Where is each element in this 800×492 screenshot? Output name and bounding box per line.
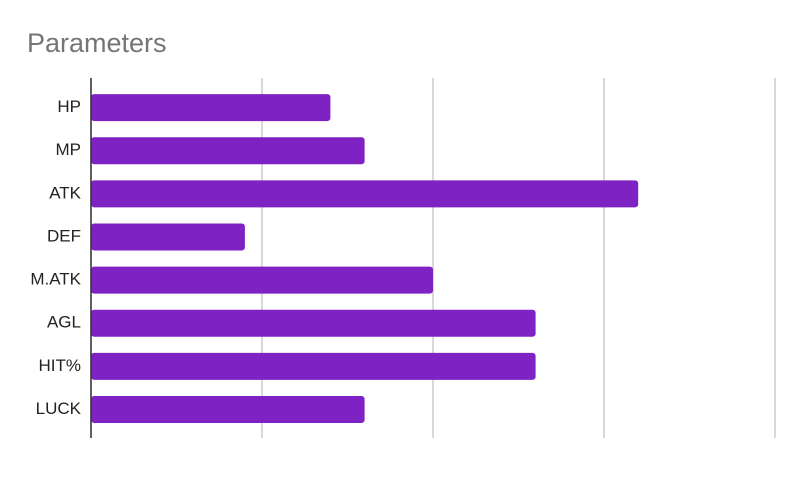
bar	[91, 309, 536, 337]
bar	[91, 395, 365, 423]
y-tick-label: HP	[57, 97, 81, 116]
y-tick-label: AGL	[47, 313, 81, 332]
bar	[91, 266, 433, 294]
bar	[91, 352, 536, 380]
bar	[91, 223, 245, 251]
y-tick-label: MP	[56, 140, 82, 159]
bar	[91, 180, 639, 208]
bar	[91, 137, 365, 165]
chart-title: Parameters	[27, 28, 167, 58]
y-tick-label: M.ATK	[30, 270, 81, 289]
y-tick-label: DEF	[47, 226, 81, 245]
y-tick-label: ATK	[49, 183, 81, 202]
bar	[91, 94, 331, 122]
y-tick-label: LUCK	[36, 399, 82, 418]
y-tick-label: HIT%	[39, 356, 82, 375]
